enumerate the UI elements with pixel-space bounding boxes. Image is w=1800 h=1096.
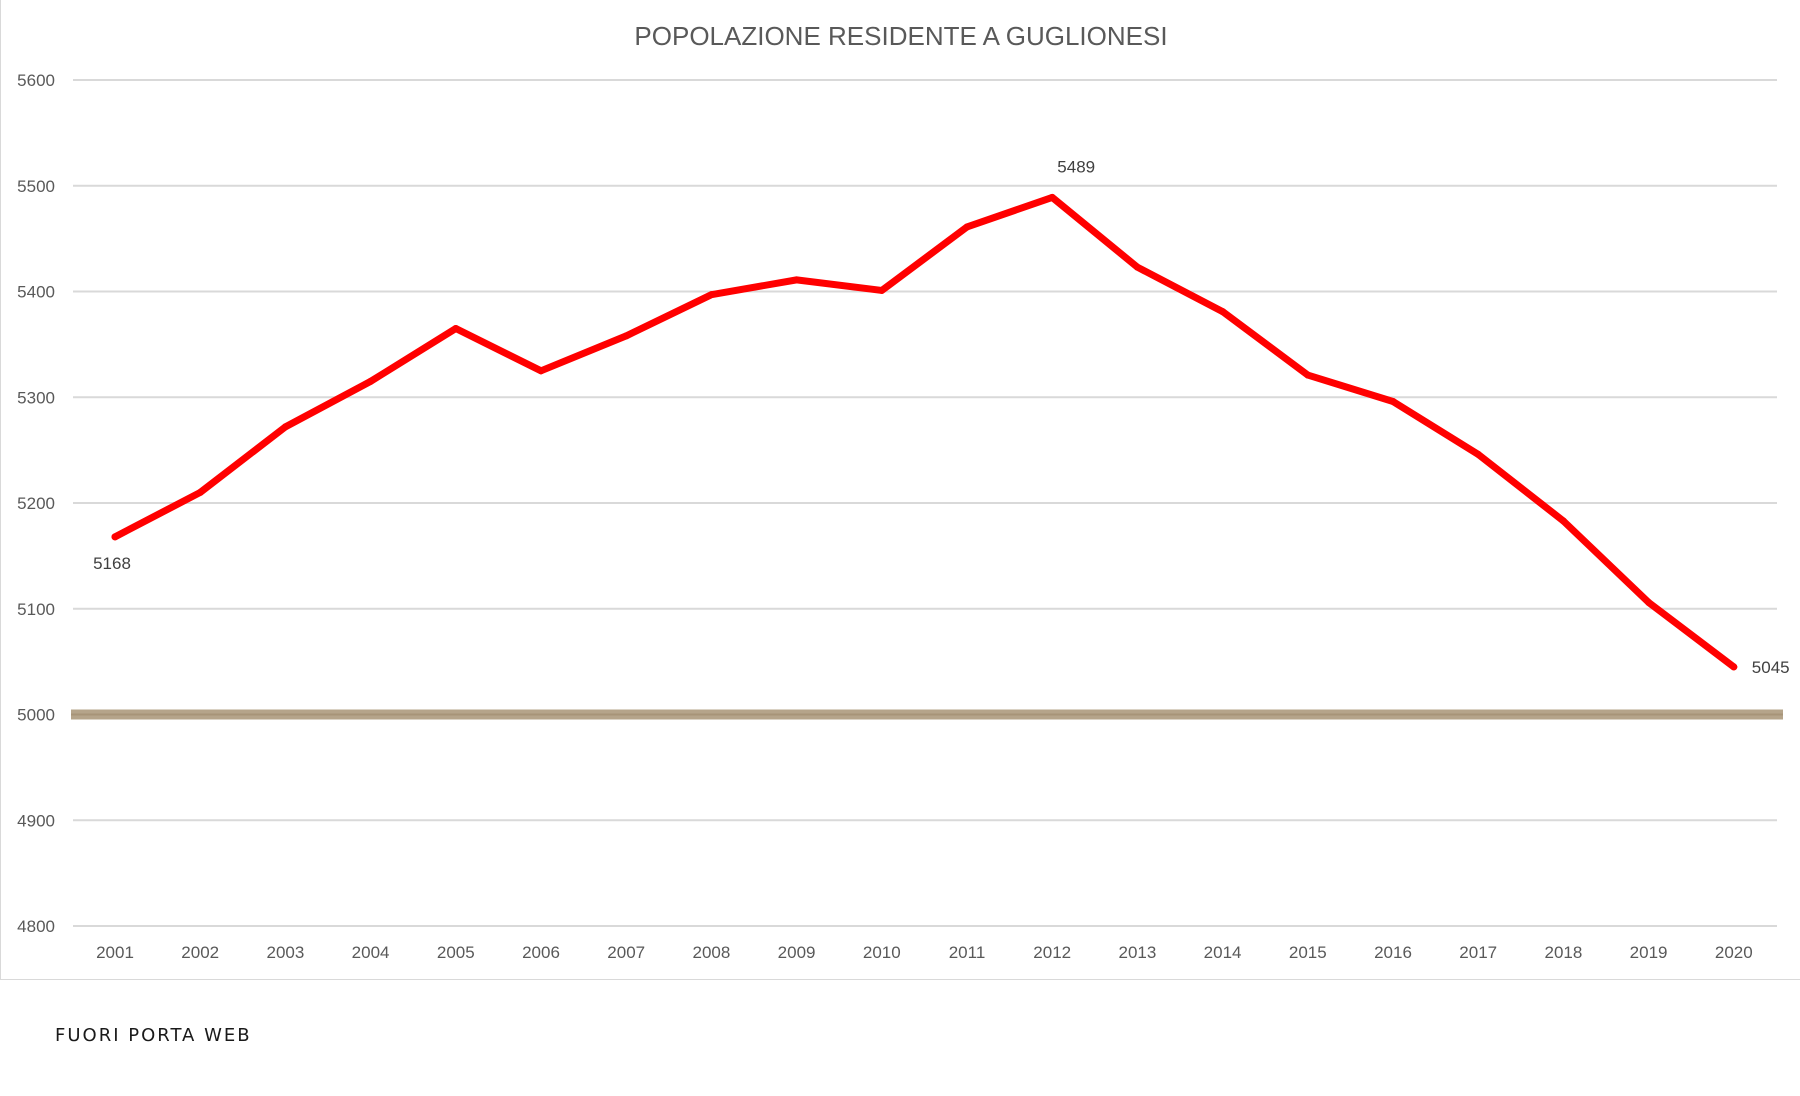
data-label: 5168 [93,554,131,573]
y-axis-ticks: 4800 4900 5000 5100 5200 5300 5400 5500 5600 [17,71,55,936]
x-tick-label: 2016 [1374,943,1412,962]
data-point [281,423,289,431]
x-tick-label: 2012 [1033,943,1071,962]
data-labels: 5168 5489 5045 [93,157,1790,677]
y-tick-label: 5000 [17,706,55,725]
data-point [1133,263,1141,271]
data-point [1474,450,1482,458]
chart-frame: POPOLAZIONE RESIDENTE A GUGLIONESI 4800 4… [0,0,1800,980]
x-tick-label: 2002 [181,943,219,962]
x-tick-label: 2007 [607,943,645,962]
series-lines [111,193,1738,671]
data-point [793,276,801,284]
y-tick-label: 4800 [17,917,55,936]
x-axis-ticks: 2001 2002 2003 2004 2005 2006 2007 2008 2009 2010… [96,943,1753,962]
x-tick-label: 2003 [266,943,304,962]
y-tick-label: 5500 [17,177,55,196]
data-point [1645,598,1653,606]
data-point [1730,663,1738,671]
x-tick-label: 2020 [1715,943,1753,962]
x-tick-label: 2004 [352,943,390,962]
data-point [1048,193,1056,201]
x-tick-label: 2009 [778,943,816,962]
data-point [537,367,545,375]
y-tick-label: 5200 [17,494,55,513]
data-point [196,488,204,496]
data-label: 5489 [1057,157,1095,176]
data-point [963,223,971,231]
data-point [878,286,886,294]
x-tick-label: 2005 [437,943,475,962]
x-tick-label: 2019 [1630,943,1668,962]
data-point [111,533,119,541]
watermark-text: FUORI PORTA WEB [55,1025,252,1046]
chart-title: POPOLAZIONE RESIDENTE A GUGLIONESI [634,21,1167,51]
data-point [367,377,375,385]
series-line [111,193,1738,671]
data-point [707,291,715,299]
y-tick-label: 5400 [17,283,55,302]
x-tick-label: 2001 [96,943,134,962]
x-tick-label: 2010 [863,943,901,962]
gridlines [73,79,1777,927]
line-chart: POPOLAZIONE RESIDENTE A GUGLIONESI 48004… [17,21,1790,962]
x-tick-label: 2008 [692,943,730,962]
x-tick-label: 2013 [1118,943,1156,962]
data-label: 5045 [1752,658,1790,677]
data-point [1389,397,1397,405]
x-tick-label: 2018 [1544,943,1582,962]
x-tick-label: 2006 [522,943,560,962]
data-point [1304,371,1312,379]
data-point [452,325,460,333]
data-point [1559,517,1567,525]
x-tick-label: 2015 [1289,943,1327,962]
x-tick-label: 2017 [1459,943,1497,962]
y-tick-label: 5600 [17,71,55,90]
y-tick-label: 4900 [17,811,55,830]
x-tick-label: 2014 [1204,943,1242,962]
data-point [1219,308,1227,316]
data-point [622,332,630,340]
x-tick-label: 2011 [949,943,986,962]
y-tick-label: 5100 [17,600,55,619]
y-tick-label: 5300 [17,388,55,407]
